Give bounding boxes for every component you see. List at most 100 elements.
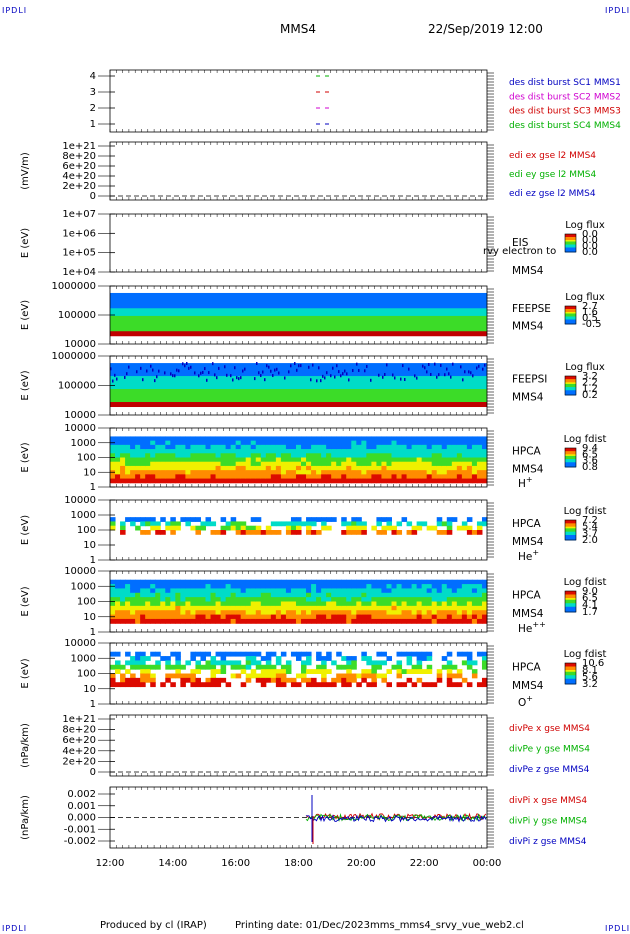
spectrogram-cell: [331, 474, 337, 480]
spectrogram-speckle: [208, 371, 210, 375]
legend-entry: edi ey gse l2 MMS4: [509, 170, 596, 180]
spectrogram-cell: [416, 656, 423, 661]
spectrogram-cell: [441, 436, 448, 442]
spectrogram-cell: [311, 440, 317, 446]
spectrogram-cell: [205, 453, 212, 458]
spectrogram-cell: [210, 444, 217, 450]
spectrogram-cell: [451, 664, 458, 670]
spectrogram-cell: [456, 474, 463, 480]
spectrogram-cell: [170, 440, 176, 446]
spectrogram-cell: [155, 478, 161, 484]
spectrogram-cell: [295, 465, 302, 471]
spectrogram-cell: [260, 605, 267, 611]
y-tick-label: 10000: [64, 410, 96, 421]
y-tick-label: 10000: [64, 495, 96, 506]
spectrogram-cell: [110, 651, 116, 657]
spectrogram-cell: [170, 474, 176, 480]
spectrogram-cell: [270, 592, 277, 598]
spectrogram-cell: [195, 677, 201, 683]
spectrogram-cell: [120, 618, 126, 624]
spectrogram-cell: [301, 470, 307, 475]
spectrogram-cell: [461, 521, 468, 527]
spectrogram-cell: [190, 453, 196, 458]
spectrogram-cell: [235, 457, 242, 463]
spectrogram-cell: [250, 592, 257, 598]
spectrogram-cell: [381, 592, 387, 598]
spectrogram-speckle: [426, 370, 428, 374]
spectrogram-speckle: [484, 363, 486, 367]
footer-printing-date: Printing date: 01/Dec/2023: [235, 920, 371, 931]
legend-entry: des dist burst SC4 MMS4: [509, 121, 621, 131]
spectrogram-cell: [230, 614, 237, 620]
spectrogram-cell: [326, 597, 332, 602]
spectrogram-cell: [351, 610, 357, 616]
spectrogram-cell: [275, 453, 282, 458]
spectrogram-cell: [441, 664, 448, 670]
spacecraft-label: MMS4: [512, 463, 544, 475]
spectrogram-cell: [290, 525, 297, 531]
spectrogram-cell: [135, 660, 141, 666]
spectrogram-cell: [165, 470, 171, 475]
spectrogram-cell: [120, 457, 126, 463]
spectrogram-cell: [210, 682, 217, 688]
spectrogram-cell: [200, 470, 207, 475]
spectrogram-cell: [396, 669, 403, 674]
spectrogram-cell: [175, 444, 181, 450]
spectrogram-cell: [391, 579, 398, 585]
spectrogram-cell: [391, 453, 398, 458]
spectrogram-cell: [446, 474, 453, 480]
spectrogram-cell: [265, 470, 272, 475]
spectrogram-cell: [351, 530, 357, 535]
spectrogram-speckle: [444, 373, 446, 377]
spectrogram-cell: [145, 440, 151, 446]
spectrogram-cell: [200, 597, 207, 602]
spectrogram-cell: [170, 597, 176, 602]
spectrogram-cell: [436, 478, 443, 484]
spectrogram-speckle: [366, 364, 368, 368]
spectrogram-cell: [220, 605, 227, 611]
spectrogram-cell: [391, 664, 398, 670]
spectrogram-cell: [145, 444, 151, 450]
spectrogram-cell: [205, 664, 212, 670]
colorbar-segment: [565, 596, 576, 599]
spectrogram-cell: [341, 682, 347, 688]
spectrogram-cell: [376, 605, 382, 611]
spectrogram-cell: [406, 660, 413, 666]
spectrogram-cell: [356, 457, 362, 463]
spectrogram-cell: [145, 669, 151, 674]
spectrogram-cell: [366, 656, 372, 661]
spectrogram-cell: [366, 453, 372, 458]
spectrogram-cell: [441, 449, 448, 454]
spectrogram-cell: [275, 682, 282, 688]
spectrogram-cell: [210, 673, 217, 679]
spectrogram-cell: [180, 588, 186, 594]
spectrogram-cell: [200, 436, 207, 442]
spectrogram-cell: [346, 449, 352, 454]
spectrogram-speckle: [440, 363, 442, 367]
spectrogram-cell: [336, 605, 342, 611]
colorbar-tick: 0.8: [582, 462, 598, 473]
spectrogram-cell: [311, 618, 317, 624]
spectrogram-cell: [436, 584, 443, 589]
spectrogram-cell: [401, 601, 408, 607]
spectrogram-cell: [160, 440, 166, 446]
spectrogram-cell: [145, 457, 151, 463]
spectrogram-cell: [160, 453, 166, 458]
spectrogram-cell: [245, 610, 252, 616]
spectrogram-cell: [110, 588, 116, 594]
spectrogram-cell: [155, 579, 161, 585]
spectrogram-cell: [336, 465, 342, 471]
colorbar-frame: [564, 590, 577, 613]
colorbar-segment: [565, 599, 576, 602]
spectrogram-cell: [175, 478, 181, 484]
spectrogram-band: [110, 323, 487, 332]
spectrogram-cell: [391, 444, 398, 450]
spectrogram-cell: [180, 605, 186, 611]
spectrogram-cell: [135, 677, 141, 683]
spectrogram-cell: [341, 453, 347, 458]
spectrogram-cell: [275, 457, 282, 463]
colorbar-segment: [565, 306, 576, 308]
spectrogram-cell: [135, 461, 141, 467]
spectrogram-cell: [376, 453, 382, 458]
spectrogram-cell: [471, 673, 478, 679]
